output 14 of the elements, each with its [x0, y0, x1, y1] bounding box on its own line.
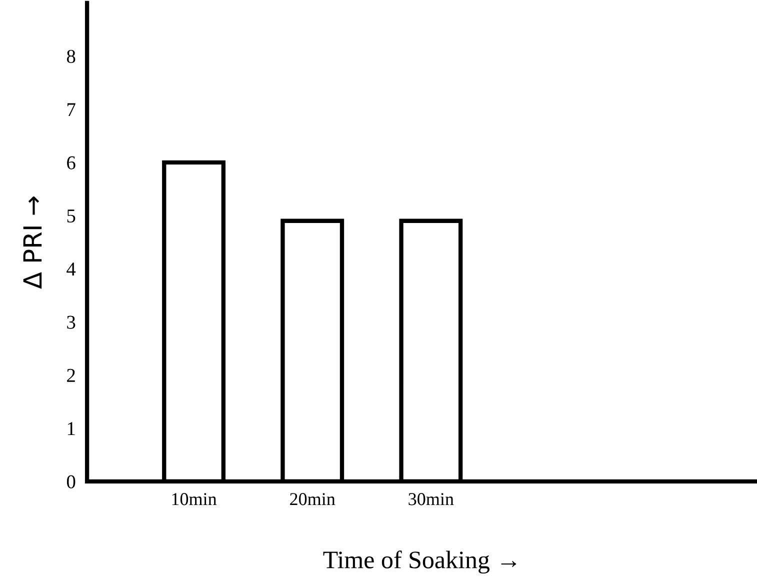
x-tick-label: 10min	[172, 493, 217, 506]
y-tick-label: 8	[66, 50, 76, 64]
x-axis-title: Time of Soaking →	[323, 550, 516, 574]
y-tick-label: 2	[67, 368, 75, 382]
y-tick-label: 7	[68, 103, 76, 116]
x-tick-label: 30min	[408, 493, 454, 506]
y-tick-label: 6	[67, 156, 76, 170]
y-axis-title: Δ PRI →	[23, 196, 42, 289]
y-tick-label: 1	[68, 422, 75, 435]
y-tick-label: 0	[66, 475, 76, 488]
y-tick-label: 5	[67, 210, 76, 223]
y-tick-label: 4	[66, 262, 76, 276]
y-tick-label: 3	[67, 316, 76, 329]
x-tick-label: 20min	[290, 493, 336, 506]
